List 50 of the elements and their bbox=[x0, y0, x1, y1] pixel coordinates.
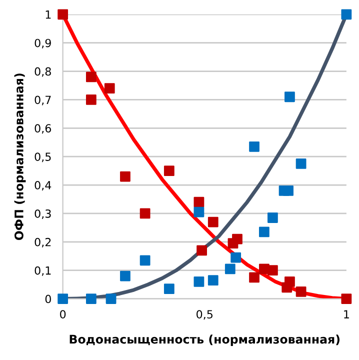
point bbox=[86, 72, 96, 82]
point bbox=[268, 265, 278, 276]
point bbox=[86, 294, 96, 304]
point bbox=[104, 83, 115, 94]
x-tick-label: 0 bbox=[60, 310, 66, 319]
y-tick-label: 0,2 bbox=[34, 238, 51, 248]
y-tick-label: 0,9 bbox=[34, 38, 51, 48]
point bbox=[58, 9, 68, 20]
point bbox=[230, 252, 242, 263]
point bbox=[284, 92, 295, 102]
point bbox=[341, 294, 352, 304]
point bbox=[208, 216, 218, 228]
y-tick-label: 0,4 bbox=[34, 181, 52, 191]
point bbox=[224, 264, 236, 274]
x-axis-title: Водонасыщенность (нормализованная) bbox=[70, 334, 340, 346]
point bbox=[58, 294, 68, 304]
point bbox=[194, 206, 204, 218]
point bbox=[249, 272, 260, 283]
point bbox=[268, 212, 278, 223]
point bbox=[194, 196, 204, 208]
point bbox=[296, 158, 306, 169]
point bbox=[258, 226, 270, 238]
point bbox=[208, 275, 218, 286]
point bbox=[86, 94, 96, 105]
y-tick-label: 0,8 bbox=[34, 67, 51, 77]
x-tick-label: 0,5 bbox=[196, 310, 212, 320]
y-tick-label: 0,6 bbox=[34, 124, 52, 134]
point bbox=[140, 208, 150, 219]
y-tick-label: 0,3 bbox=[34, 209, 51, 219]
point bbox=[249, 141, 260, 152]
x-tick-label: 1 bbox=[344, 310, 349, 318]
y-tick-label: 0,1 bbox=[34, 266, 51, 276]
point bbox=[120, 171, 130, 182]
y-tick-label: 0,7 bbox=[34, 96, 51, 106]
point bbox=[232, 234, 242, 244]
point bbox=[164, 166, 174, 176]
y-axis-title: ОФП (нормализованная) bbox=[14, 74, 26, 240]
point bbox=[140, 255, 150, 266]
y-tick-label: 1 bbox=[46, 10, 51, 19]
point bbox=[296, 286, 306, 297]
point bbox=[196, 245, 207, 256]
point bbox=[120, 270, 130, 282]
y-tick-label: 0,5 bbox=[34, 152, 51, 162]
point bbox=[106, 294, 116, 304]
y-tick-label: 0 bbox=[45, 294, 51, 304]
point bbox=[341, 9, 352, 20]
point bbox=[283, 186, 294, 196]
point bbox=[164, 284, 174, 294]
point bbox=[284, 276, 295, 287]
point bbox=[194, 276, 204, 287]
